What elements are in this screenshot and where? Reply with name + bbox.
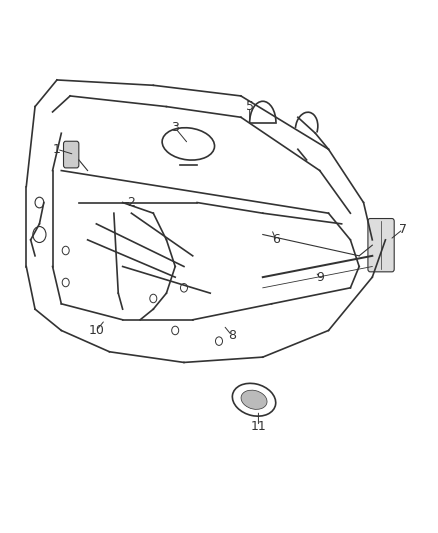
FancyBboxPatch shape: [64, 141, 79, 168]
Text: 8: 8: [228, 329, 236, 342]
FancyBboxPatch shape: [368, 219, 394, 272]
Text: 9: 9: [316, 271, 324, 284]
Ellipse shape: [241, 390, 267, 409]
Text: 6: 6: [272, 233, 280, 246]
Text: 2: 2: [127, 196, 135, 209]
Text: 7: 7: [399, 223, 407, 236]
Text: 5: 5: [246, 100, 254, 113]
Text: 10: 10: [88, 324, 104, 337]
Text: 3: 3: [171, 122, 179, 134]
Text: 1: 1: [53, 143, 61, 156]
Text: 11: 11: [251, 420, 266, 433]
